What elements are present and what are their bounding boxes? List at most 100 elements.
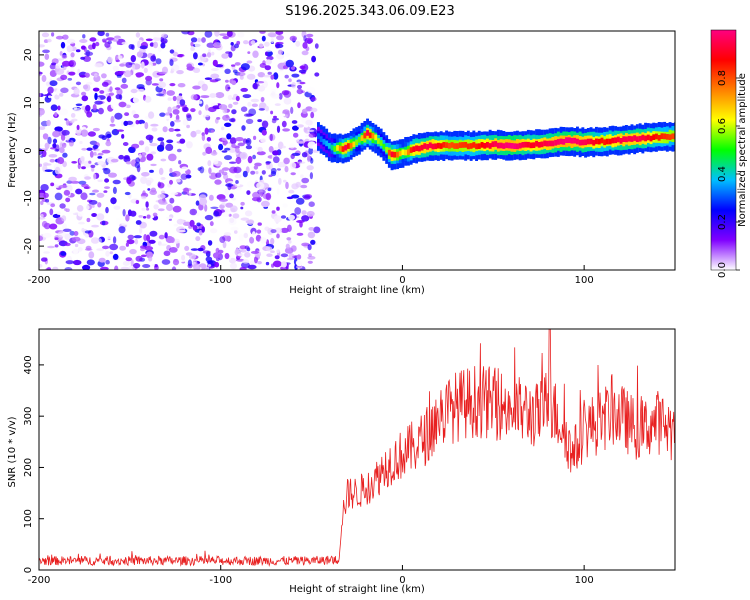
noise-blob (135, 200, 140, 204)
noise-blob (276, 188, 280, 195)
noise-blob (308, 147, 314, 155)
spectrogram-x-ticks: -200 -100 0 100 (28, 265, 594, 286)
noise-blob (55, 35, 64, 40)
colorbar-tick-label: 0.8 (717, 70, 728, 86)
noise-blob (245, 139, 250, 143)
noise-blob (291, 120, 298, 124)
noise-blob (307, 231, 316, 239)
noise-blob (39, 61, 45, 67)
noise-blob (170, 70, 174, 74)
noise-blob (82, 204, 90, 211)
noise-blob (186, 124, 191, 129)
ridge-cell (319, 136, 323, 142)
noise-blob (291, 73, 300, 78)
ridge-cell (556, 139, 560, 145)
noise-blob (153, 204, 159, 210)
noise-blob (67, 77, 73, 81)
noise-blob (308, 132, 316, 138)
noise-blob (131, 63, 136, 72)
noise-blob (215, 172, 222, 178)
noise-blob (281, 261, 287, 268)
noise-blob (81, 166, 86, 170)
noise-blob (277, 49, 284, 55)
noise-blob (176, 148, 182, 153)
noise-blob (45, 198, 50, 203)
noise-blob (314, 43, 319, 49)
noise-blob (202, 151, 207, 156)
noise-blob (215, 92, 225, 99)
noise-blob (82, 34, 86, 39)
ridge-cell (357, 136, 361, 143)
noise-blob (146, 234, 151, 242)
noise-blob (135, 255, 143, 262)
noise-blob (130, 88, 138, 94)
noise-blob (158, 167, 164, 175)
noise-blob (60, 134, 66, 141)
colorbar-tick-label: 0.6 (717, 118, 728, 134)
noise-blob (141, 195, 147, 200)
ridge-cell (445, 142, 448, 148)
noise-blob (218, 143, 224, 151)
ridge-cell (453, 143, 457, 149)
noise-blob (46, 38, 52, 43)
noise-blob (265, 161, 272, 164)
ridge-cell (486, 142, 489, 148)
noise-blob (252, 154, 256, 160)
noise-blob (121, 77, 127, 84)
ridge-cell (660, 133, 664, 139)
noise-blob (70, 52, 75, 58)
noise-blob (127, 234, 135, 240)
noise-blob (150, 55, 157, 62)
noise-blob (201, 37, 206, 43)
noise-blob (270, 38, 275, 44)
noise-blob (259, 31, 266, 34)
noise-blob (282, 145, 286, 149)
noise-blob (90, 164, 96, 168)
ridge-cell (412, 146, 416, 152)
ridge-cell (507, 142, 511, 149)
noise-blob (167, 106, 172, 114)
noise-blob (206, 52, 212, 58)
noise-blob (245, 118, 254, 124)
noise-blob (68, 211, 76, 214)
noise-blob (106, 37, 115, 41)
noise-blob (237, 142, 245, 147)
noise-blob (144, 146, 150, 153)
noise-blob (203, 110, 211, 118)
colorbar-label: Normalized spectral amplitude (737, 73, 748, 227)
noise-blob (295, 259, 304, 267)
noise-blob (284, 165, 289, 173)
noise-blob (112, 186, 117, 194)
noise-blob (174, 128, 181, 132)
noise-blob (73, 248, 78, 255)
ridge-cell (510, 143, 514, 149)
noise-blob (304, 124, 309, 128)
noise-blob (52, 130, 61, 138)
noise-blob (97, 179, 103, 183)
noise-blob (139, 45, 148, 50)
noise-blob (75, 128, 83, 136)
noise-blob (39, 93, 42, 97)
noise-blob (126, 177, 132, 185)
noise-blob (131, 143, 140, 149)
noise-blob (148, 111, 155, 119)
noise-blob (101, 73, 107, 79)
noise-blob (86, 81, 93, 85)
noise-blob (158, 71, 167, 75)
noise-blob (213, 210, 220, 217)
noise-blob (229, 193, 234, 199)
noise-blob (261, 120, 269, 129)
noise-blob (192, 67, 201, 74)
noise-blob (290, 66, 296, 70)
noise-blob (75, 81, 82, 86)
noise-blob (140, 123, 145, 128)
ridge-cell (466, 143, 470, 150)
noise-blob (308, 201, 315, 207)
noise-blob (125, 120, 134, 125)
ridge-cell (524, 141, 528, 148)
noise-blob (270, 93, 280, 99)
noise-blob (90, 237, 100, 244)
noise-blob (81, 227, 85, 233)
noise-blob (157, 81, 167, 89)
noise-blob (257, 222, 262, 226)
